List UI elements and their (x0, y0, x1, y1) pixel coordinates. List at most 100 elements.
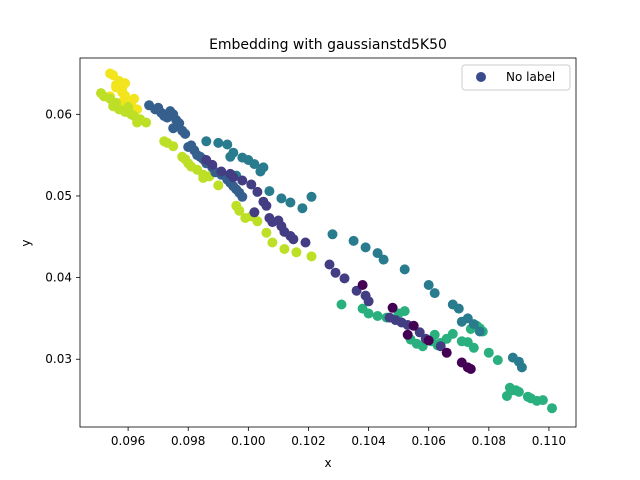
data-point (348, 235, 359, 246)
data-point (372, 311, 383, 321)
data-point (435, 341, 446, 352)
y-tick-label: 0.04 (45, 271, 72, 285)
data-point (547, 403, 557, 414)
chart-title: Embedding with gaussianstd5K50 (209, 37, 447, 53)
data-point (246, 179, 257, 190)
data-point (291, 247, 302, 258)
legend-marker (476, 72, 486, 82)
data-point (423, 280, 434, 290)
x-tick-label: 0.102 (291, 434, 325, 448)
data-point (300, 237, 311, 248)
legend: No label (461, 64, 571, 91)
data-point (378, 254, 389, 265)
x-tick-label: 0.098 (171, 434, 205, 448)
data-point (183, 158, 194, 169)
data-point (255, 166, 266, 177)
data-point (261, 227, 272, 238)
data-point (225, 168, 236, 179)
data-point (252, 216, 263, 227)
x-tick-label: 0.104 (351, 434, 385, 448)
data-point (198, 173, 209, 183)
x-tick-label: 0.100 (231, 434, 265, 448)
data-point (273, 215, 284, 226)
data-point (186, 140, 197, 151)
data-point (306, 251, 317, 262)
data-point (216, 166, 227, 177)
data-point (180, 128, 191, 139)
x-tick-label: 0.106 (412, 434, 446, 448)
plot-frame (79, 57, 577, 428)
data-point (288, 234, 299, 245)
data-point (285, 197, 296, 208)
data-point (162, 112, 173, 123)
data-point (234, 205, 245, 216)
data-point (225, 151, 236, 162)
data-point (339, 273, 350, 284)
y-axis-label: y (19, 239, 33, 246)
data-point (537, 395, 548, 406)
data-point (117, 84, 128, 95)
legend-box (461, 64, 571, 91)
data-point (207, 159, 218, 170)
data-point (429, 288, 440, 299)
data-point (423, 335, 434, 346)
data-point (336, 299, 347, 310)
data-point (237, 191, 248, 202)
data-point (492, 355, 503, 366)
data-point (213, 137, 224, 148)
data-point (153, 102, 164, 113)
data-point (327, 229, 338, 240)
data-point (141, 117, 152, 128)
data-point (408, 320, 419, 331)
data-point (261, 200, 272, 211)
data-point (279, 244, 290, 254)
data-point (126, 109, 137, 120)
data-point (360, 242, 371, 253)
data-point (231, 184, 242, 195)
data-point (357, 280, 368, 290)
data-point (516, 362, 527, 373)
data-point (525, 393, 536, 404)
data-point (249, 207, 260, 218)
data-point (510, 385, 521, 396)
legend-label: No label (506, 70, 555, 84)
data-point (363, 308, 374, 319)
data-point (252, 186, 263, 197)
data-point (132, 117, 143, 128)
data-point (363, 296, 374, 307)
x-axis: 0.096 0.098 0.100 0.102 0.104 0.106 0.108 0.110 (111, 427, 566, 448)
y-tick-label: 0.06 (45, 107, 72, 121)
data-point (399, 306, 410, 317)
x-tick-label: 0.096 (111, 434, 145, 448)
data-point (249, 159, 260, 170)
data-point (468, 319, 479, 330)
data-point (297, 203, 308, 214)
data-point (441, 347, 452, 358)
data-point (201, 136, 212, 147)
x-tick-label: 0.108 (472, 434, 506, 448)
data-point (468, 342, 479, 353)
data-point (501, 391, 512, 401)
data-point (168, 141, 179, 152)
data-point (264, 186, 275, 197)
data-point (447, 328, 458, 339)
data-point (168, 123, 179, 134)
points-layer (96, 68, 557, 414)
data-point (276, 193, 287, 204)
data-point (483, 347, 494, 358)
data-point (306, 191, 317, 202)
data-point (330, 267, 341, 278)
data-point (402, 329, 413, 340)
data-point (222, 139, 233, 150)
data-point (453, 303, 464, 314)
data-point (387, 302, 398, 313)
x-tick-label: 0.110 (532, 434, 566, 448)
data-point (267, 237, 278, 248)
data-point (399, 264, 410, 275)
x-axis-label: x (324, 456, 331, 470)
data-point (465, 364, 476, 374)
data-point (213, 180, 224, 191)
y-axis: 0.03 0.04 0.05 0.06 (45, 107, 80, 366)
data-point (474, 326, 485, 337)
